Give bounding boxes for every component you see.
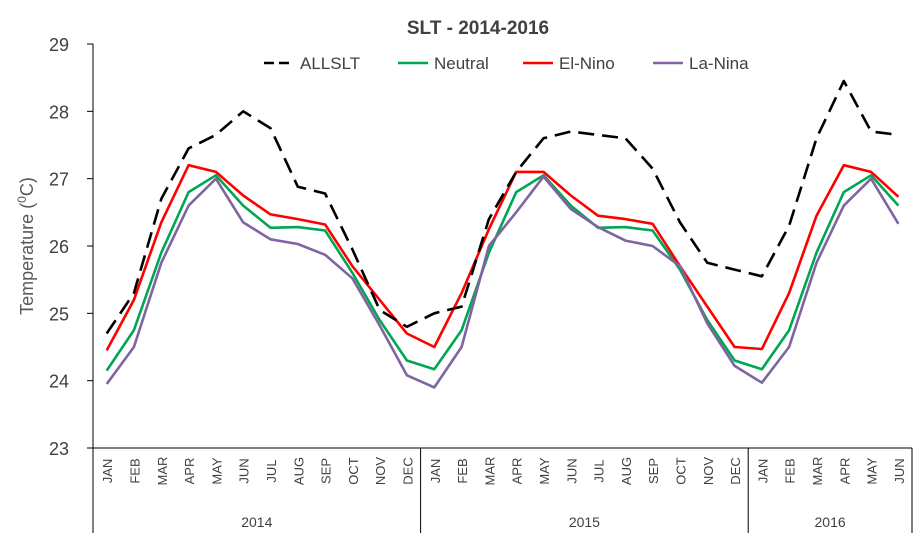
x-tick-label: MAR bbox=[810, 457, 825, 486]
x-tick-label: FEB bbox=[455, 458, 470, 483]
x-tick-label: JUN bbox=[564, 458, 579, 483]
year-group-label: 2016 bbox=[815, 514, 846, 530]
year-group-label: 2015 bbox=[569, 514, 600, 530]
x-tick-label: JAN bbox=[755, 459, 770, 484]
y-tick-label: 25 bbox=[49, 304, 69, 324]
x-tick-label: APR bbox=[510, 458, 525, 485]
x-tick-label: JUN bbox=[237, 458, 252, 483]
series-line-allslt bbox=[105, 79, 899, 335]
x-tick-label: SEP bbox=[319, 458, 334, 484]
x-tick-label: APR bbox=[182, 458, 197, 485]
x-tick-label: OCT bbox=[673, 457, 688, 485]
y-axis-label-text: Temperature ( bbox=[17, 203, 37, 315]
y-tick-label: 29 bbox=[49, 35, 69, 55]
y-axis-label: Temperature (0C) bbox=[15, 177, 37, 315]
x-tick-label: JUL bbox=[592, 459, 607, 482]
x-tick-label: APR bbox=[837, 458, 852, 485]
y-tick-label: 27 bbox=[49, 170, 69, 190]
year-group-label: 2014 bbox=[241, 514, 272, 530]
x-tick-label: DEC bbox=[400, 457, 415, 484]
x-tick-label: MAY bbox=[865, 457, 880, 485]
x-tick-label: DEC bbox=[728, 457, 743, 484]
x-tick-label: FEB bbox=[127, 458, 142, 483]
legend-label: Neutral bbox=[434, 54, 489, 73]
series-line-la-nina bbox=[105, 175, 900, 389]
x-tick-label: AUG bbox=[619, 457, 634, 485]
x-tick-label: NOV bbox=[701, 457, 716, 486]
x-tick-label: NOV bbox=[373, 457, 388, 486]
y-tick-label: 24 bbox=[49, 372, 69, 392]
y-tick-label: 23 bbox=[49, 439, 69, 459]
legend: ALLSLT Neutral El-Nino La-Nina bbox=[264, 54, 749, 73]
x-tick-label: OCT bbox=[346, 457, 361, 485]
y-axis-label-unit: C) bbox=[17, 177, 37, 196]
x-tick-label: JUN bbox=[892, 458, 907, 483]
series-layer bbox=[105, 79, 900, 389]
series-line-el-nino bbox=[105, 163, 900, 352]
x-tick-label: JAN bbox=[428, 459, 443, 484]
x-tick-label: AUG bbox=[291, 457, 306, 485]
x-tick-label: MAY bbox=[537, 457, 552, 485]
x-tick-label: JAN bbox=[100, 459, 115, 484]
legend-label: ALLSLT bbox=[300, 54, 360, 73]
x-tick-label: MAY bbox=[209, 457, 224, 485]
x-tick-label: MAR bbox=[155, 457, 170, 486]
x-tick-label: JUL bbox=[264, 459, 279, 482]
y-tick-label: 26 bbox=[49, 237, 69, 257]
legend-label: La-Nina bbox=[689, 54, 749, 73]
x-tick-label: FEB bbox=[783, 458, 798, 483]
legend-label: El-Nino bbox=[559, 54, 615, 73]
y-tick-label: 28 bbox=[49, 102, 69, 122]
series-line-neutral bbox=[105, 174, 900, 372]
y-axis-label-superscript: 0 bbox=[15, 196, 29, 203]
x-tick-label: MAR bbox=[482, 457, 497, 486]
axes: 23 24 25 26 27 28 29 JAN FEB MAR APR MAY JUN JUL AUG SE… bbox=[49, 35, 913, 533]
chart-title: SLT - 2014-2016 bbox=[407, 18, 549, 39]
x-tick-label: SEP bbox=[646, 458, 661, 484]
